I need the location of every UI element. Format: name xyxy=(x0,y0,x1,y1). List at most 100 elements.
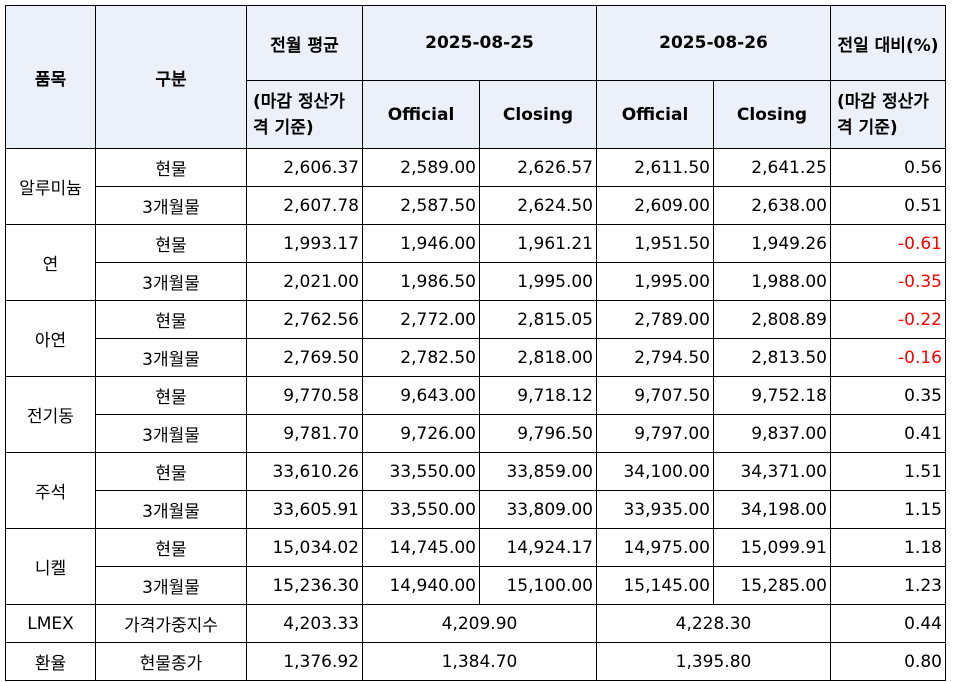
d2-closing-cell: 2,638.00 xyxy=(713,186,831,225)
item-name: 주석 xyxy=(5,452,96,529)
item-name: 니켈 xyxy=(5,528,96,605)
table-body: 알루미늄 현물 2,606.37 2,589.00 2,626.57 2,611.50 2,… xyxy=(5,148,946,681)
lme-price-table: 품목 구분 전월 평균 2025-08-25 2025-08-26 전일 대비(… xyxy=(5,5,946,681)
d1-closing-cell: 33,859.00 xyxy=(479,452,597,491)
table-row: 아연 현물 2,762.56 2,772.00 2,815.05 2,789.00 2,80… xyxy=(5,300,946,377)
table-row: 3개월물 2,607.78 2,587.50 2,624.50 2,609.00 2,63… xyxy=(6,186,946,225)
d1-merged-cell: 4,209.90 xyxy=(362,604,597,643)
prev-month-avg-cell: 2,606.37 xyxy=(246,148,363,187)
prev-month-avg-cell: 33,605.91 xyxy=(246,490,363,529)
d2-closing-cell: 34,371.00 xyxy=(713,452,831,491)
d2-closing-cell: 34,198.00 xyxy=(713,490,831,529)
d1-closing-cell: 14,924.17 xyxy=(479,528,597,567)
prev-month-avg-cell: 1,376.92 xyxy=(246,642,363,681)
change-cell: 0.56 xyxy=(830,148,946,187)
d1-official-cell: 9,643.00 xyxy=(362,376,480,415)
d2-closing-cell: 9,837.00 xyxy=(713,414,831,453)
d2-official-cell: 2,611.50 xyxy=(596,148,714,187)
d1-official-cell: 33,550.00 xyxy=(362,452,480,491)
change-cell: 1.18 xyxy=(830,528,946,567)
category-cell: 3개월물 xyxy=(95,490,247,529)
header-date2: 2025-08-26 xyxy=(596,5,831,81)
change-cell: 0.41 xyxy=(830,414,946,453)
category-cell: 가격가중지수 xyxy=(95,604,247,643)
d1-closing-cell: 2,624.50 xyxy=(479,186,597,225)
d2-merged-cell: 4,228.30 xyxy=(596,604,831,643)
category-cell: 3개월물 xyxy=(95,566,247,605)
d2-official-cell: 2,794.50 xyxy=(596,338,714,377)
d2-closing-cell: 15,285.00 xyxy=(713,566,831,605)
d1-official-cell: 2,587.50 xyxy=(362,186,480,225)
change-cell: 1.51 xyxy=(830,452,946,491)
table-row: 주석 현물 33,610.26 33,550.00 33,859.00 34,100.00… xyxy=(5,452,946,529)
prev-month-avg-cell: 1,993.17 xyxy=(246,224,363,263)
item-name: 환율 xyxy=(5,642,96,681)
item-name: 알루미늄 xyxy=(5,148,96,225)
prev-month-avg-cell: 9,781.70 xyxy=(246,414,363,453)
table-row: 3개월물 15,236.30 14,940.00 15,100.00 15,145.00… xyxy=(6,566,946,605)
d2-closing-cell: 1,988.00 xyxy=(713,262,831,301)
table-row: 연 현물 1,993.17 1,946.00 1,961.21 1,951.50 1,949… xyxy=(5,224,946,301)
category-cell: 현물 xyxy=(95,148,247,187)
d1-official-cell: 2,782.50 xyxy=(362,338,480,377)
category-cell: 3개월물 xyxy=(95,414,247,453)
header-category: 구분 xyxy=(95,5,247,149)
category-cell: 현물 xyxy=(95,300,247,339)
d2-closing-cell: 2,813.50 xyxy=(713,338,831,377)
d2-official-cell: 2,789.00 xyxy=(596,300,714,339)
d1-closing-cell: 15,100.00 xyxy=(479,566,597,605)
table-row: 환율 현물종가 1,376.92 1,384.70 1,395.80 0.80 xyxy=(5,642,946,681)
category-cell: 3개월물 xyxy=(95,262,247,301)
table-row: 전기동 현물 9,770.58 9,643.00 9,718.12 9,707.50 9,7… xyxy=(5,376,946,453)
category-cell: 3개월물 xyxy=(95,338,247,377)
category-cell: 현물 xyxy=(95,376,247,415)
d2-official-cell: 2,609.00 xyxy=(596,186,714,225)
header-d1-closing: Closing xyxy=(479,80,597,149)
d1-closing-cell: 33,809.00 xyxy=(479,490,597,529)
category-cell: 현물 xyxy=(95,452,247,491)
header-date1: 2025-08-25 xyxy=(362,5,597,81)
header-row-2: (마감 정산가격 기준) Official Closing Official C… xyxy=(6,80,946,149)
prev-month-avg-cell: 2,762.56 xyxy=(246,300,363,339)
d2-official-cell: 1,951.50 xyxy=(596,224,714,263)
d1-official-cell: 14,745.00 xyxy=(362,528,480,567)
d1-official-cell: 2,772.00 xyxy=(362,300,480,339)
table-row: 알루미늄 현물 2,606.37 2,589.00 2,626.57 2,611.50 2,… xyxy=(5,148,946,225)
prev-month-avg-cell: 4,203.33 xyxy=(246,604,363,643)
d2-official-cell: 33,935.00 xyxy=(596,490,714,529)
item-name: 전기동 xyxy=(5,376,96,453)
category-cell: 현물종가 xyxy=(95,642,247,681)
table-row: LMEX 가격가중지수 4,203.33 4,209.90 4,228.30 0.44 xyxy=(5,604,946,643)
table-row: 3개월물 2,021.00 1,986.50 1,995.00 1,995.00 1,98… xyxy=(6,262,946,301)
d1-closing-cell: 9,796.50 xyxy=(479,414,597,453)
prev-month-avg-cell: 2,769.50 xyxy=(246,338,363,377)
header-dod-change: 전일 대비(%) xyxy=(830,5,946,81)
category-cell: 현물 xyxy=(95,224,247,263)
change-cell: 0.51 xyxy=(830,186,946,225)
change-cell: -0.16 xyxy=(830,338,946,377)
d1-official-cell: 14,940.00 xyxy=(362,566,480,605)
item-name: 아연 xyxy=(5,300,96,377)
d1-official-cell: 1,946.00 xyxy=(362,224,480,263)
d2-official-cell: 34,100.00 xyxy=(596,452,714,491)
header-prev-month-avg: 전월 평균 xyxy=(246,5,363,81)
d2-official-cell: 9,797.00 xyxy=(596,414,714,453)
header-d2-closing: Closing xyxy=(713,80,831,149)
d2-closing-cell: 2,641.25 xyxy=(713,148,831,187)
category-cell: 3개월물 xyxy=(95,186,247,225)
d2-closing-cell: 9,752.18 xyxy=(713,376,831,415)
item-name: LMEX xyxy=(5,604,96,643)
d2-merged-cell: 1,395.80 xyxy=(596,642,831,681)
change-cell: 1.15 xyxy=(830,490,946,529)
d1-closing-cell: 2,818.00 xyxy=(479,338,597,377)
header-d1-official: Official xyxy=(362,80,480,149)
change-cell: -0.61 xyxy=(830,224,946,263)
change-cell: 0.80 xyxy=(830,642,946,681)
d2-official-cell: 1,995.00 xyxy=(596,262,714,301)
d1-closing-cell: 9,718.12 xyxy=(479,376,597,415)
prev-month-avg-cell: 15,034.02 xyxy=(246,528,363,567)
change-cell: 1.23 xyxy=(830,566,946,605)
d2-official-cell: 9,707.50 xyxy=(596,376,714,415)
d1-closing-cell: 1,961.21 xyxy=(479,224,597,263)
header-basis-avg: (마감 정산가격 기준) xyxy=(246,80,363,149)
